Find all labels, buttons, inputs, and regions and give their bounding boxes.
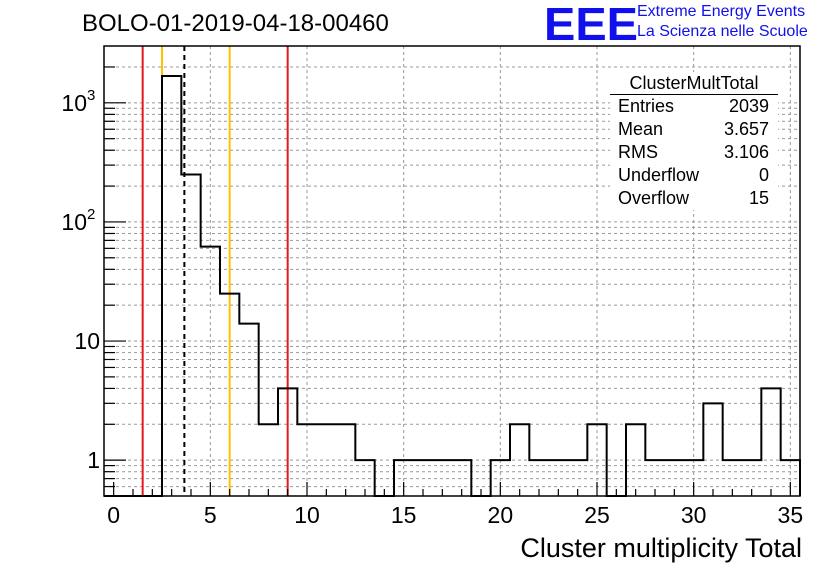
stats-row-rms: RMS 3.106 (610, 141, 778, 164)
plot-frame (103, 45, 801, 497)
x-tick-label: 10 (294, 502, 320, 528)
y-tick-label: 1 (87, 447, 100, 473)
stats-label: Mean (618, 119, 664, 139)
x-tick-label: 20 (488, 502, 514, 528)
stats-label: Entries (618, 96, 675, 116)
y-tick-label: 10 (74, 328, 100, 354)
x-tick-label: 15 (391, 502, 417, 528)
stats-label: Underflow (618, 165, 700, 185)
x-axis-label: Cluster multiplicity Total (520, 533, 802, 563)
stats-box: ClusterMultTotal Entries 2039 Mean 3.657… (610, 72, 778, 210)
stats-value: 0 (758, 165, 769, 185)
stats-value: 3.657 (723, 119, 769, 139)
x-tick-label: 5 (204, 502, 217, 528)
y-tick-exponent: 2 (87, 206, 95, 223)
chart-title: BOLO-01-2019-04-18-00460 (82, 10, 389, 37)
y-tick-label: 10 (61, 209, 87, 235)
stats-value: 15 (748, 188, 769, 208)
x-tick-label: 35 (778, 502, 804, 528)
stats-row-overflow: Overflow 15 (610, 187, 778, 210)
logo-line-1: Extreme Energy Events (637, 3, 806, 20)
marker-lines (141, 46, 289, 496)
y-tick-exponent: 3 (87, 87, 95, 104)
x-tick-label: 30 (681, 502, 707, 528)
stats-value: 2039 (728, 96, 769, 116)
stats-value: 3.106 (723, 142, 769, 162)
histogram-bars (104, 74, 801, 497)
y-tick-label: 10 (61, 90, 87, 116)
stats-title: ClusterMultTotal (610, 72, 778, 95)
stats-row-underflow: Underflow 0 (610, 164, 778, 187)
eee-logo-text: EEE (544, 2, 638, 42)
stats-row-mean: Mean 3.657 (610, 118, 778, 141)
stats-row-entries: Entries 2039 (610, 95, 778, 118)
stats-label: Overflow (618, 188, 690, 208)
x-tick-label: 25 (584, 502, 610, 528)
histogram-outline (104, 74, 801, 497)
logo-line-2: La Scienza nelle Scuole (637, 23, 808, 40)
x-tick-label: 0 (107, 502, 120, 528)
eee-logo: EEE (544, 2, 638, 42)
stats-label: RMS (618, 142, 658, 162)
x-axis: 0 5 10 15 20 25 30 35 (107, 482, 803, 528)
